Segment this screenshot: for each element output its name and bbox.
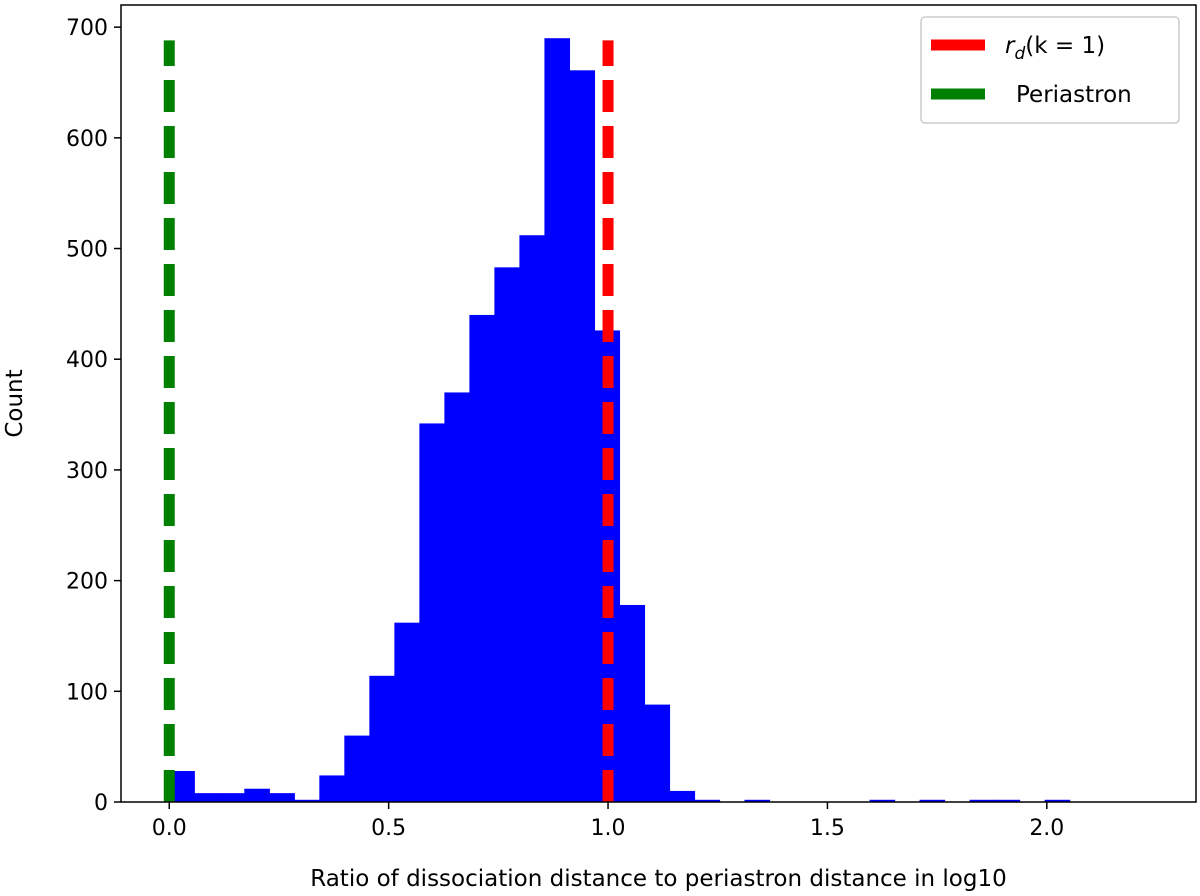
x-tick-label: 1.5 [810, 816, 845, 841]
histogram-bar [494, 267, 521, 803]
y-tick-label: 700 [66, 16, 108, 41]
histogram-bar [369, 675, 395, 802]
histogram-bar [269, 793, 295, 802]
histogram-bar [694, 799, 721, 802]
histogram-bar [744, 799, 771, 802]
histogram-bar [319, 775, 345, 802]
legend-label: Periastron [1016, 82, 1132, 108]
x-tick-label: 0.5 [371, 816, 406, 841]
plot-frame [120, 4, 1197, 803]
histogram-bar [194, 793, 220, 802]
histogram-bar [444, 392, 470, 802]
x-axis-label: Ratio of dissociation distance to perias… [310, 866, 1007, 892]
legend-items: rd(k = 1) Periastron [931, 33, 1132, 108]
histogram-bar [344, 735, 370, 802]
histogram-bar [544, 38, 571, 802]
histogram-bar [244, 788, 270, 802]
y-tick-label: 100 [66, 680, 108, 705]
y-tick-label: 600 [66, 127, 108, 152]
histogram-bar [919, 799, 946, 802]
histogram-bar [1044, 799, 1071, 802]
histogram-bars [169, 38, 1071, 803]
y-tick-label: 400 [66, 348, 108, 373]
legend: rd(k = 1) Periastron [920, 16, 1180, 124]
legend-label: rd(k = 1) [1005, 33, 1105, 64]
histogram-bar [519, 235, 546, 803]
x-tick-label: 1.0 [591, 816, 626, 841]
histogram-bar [469, 314, 495, 802]
x-axis-ticks: 0.0 0.5 1.0 1.5 2.0 [152, 802, 1064, 841]
histogram-bar [294, 799, 320, 802]
x-tick-label: 0.0 [152, 816, 187, 841]
y-tick-label: 200 [66, 570, 108, 595]
y-axis-label: Count [2, 369, 28, 437]
y-tick-label: 0 [94, 791, 108, 816]
histogram-bar [669, 790, 696, 802]
x-tick-label: 2.0 [1029, 816, 1064, 841]
histogram-bar [569, 70, 596, 802]
histogram-bar [219, 793, 245, 802]
legend-box [920, 16, 1180, 124]
histogram-bar [619, 604, 646, 802]
histogram-bar [419, 423, 445, 802]
histogram-bar [994, 799, 1021, 802]
y-tick-label: 500 [66, 238, 108, 263]
reference-lines [163, 40, 614, 802]
histogram-bar [644, 704, 671, 802]
histogram-bar [969, 799, 996, 802]
y-tick-label: 300 [66, 459, 108, 484]
y-axis-ticks: 0 100 200 300 400 500 600 700 [66, 16, 121, 816]
histogram-bar [869, 799, 896, 802]
histogram-bar [394, 622, 420, 802]
